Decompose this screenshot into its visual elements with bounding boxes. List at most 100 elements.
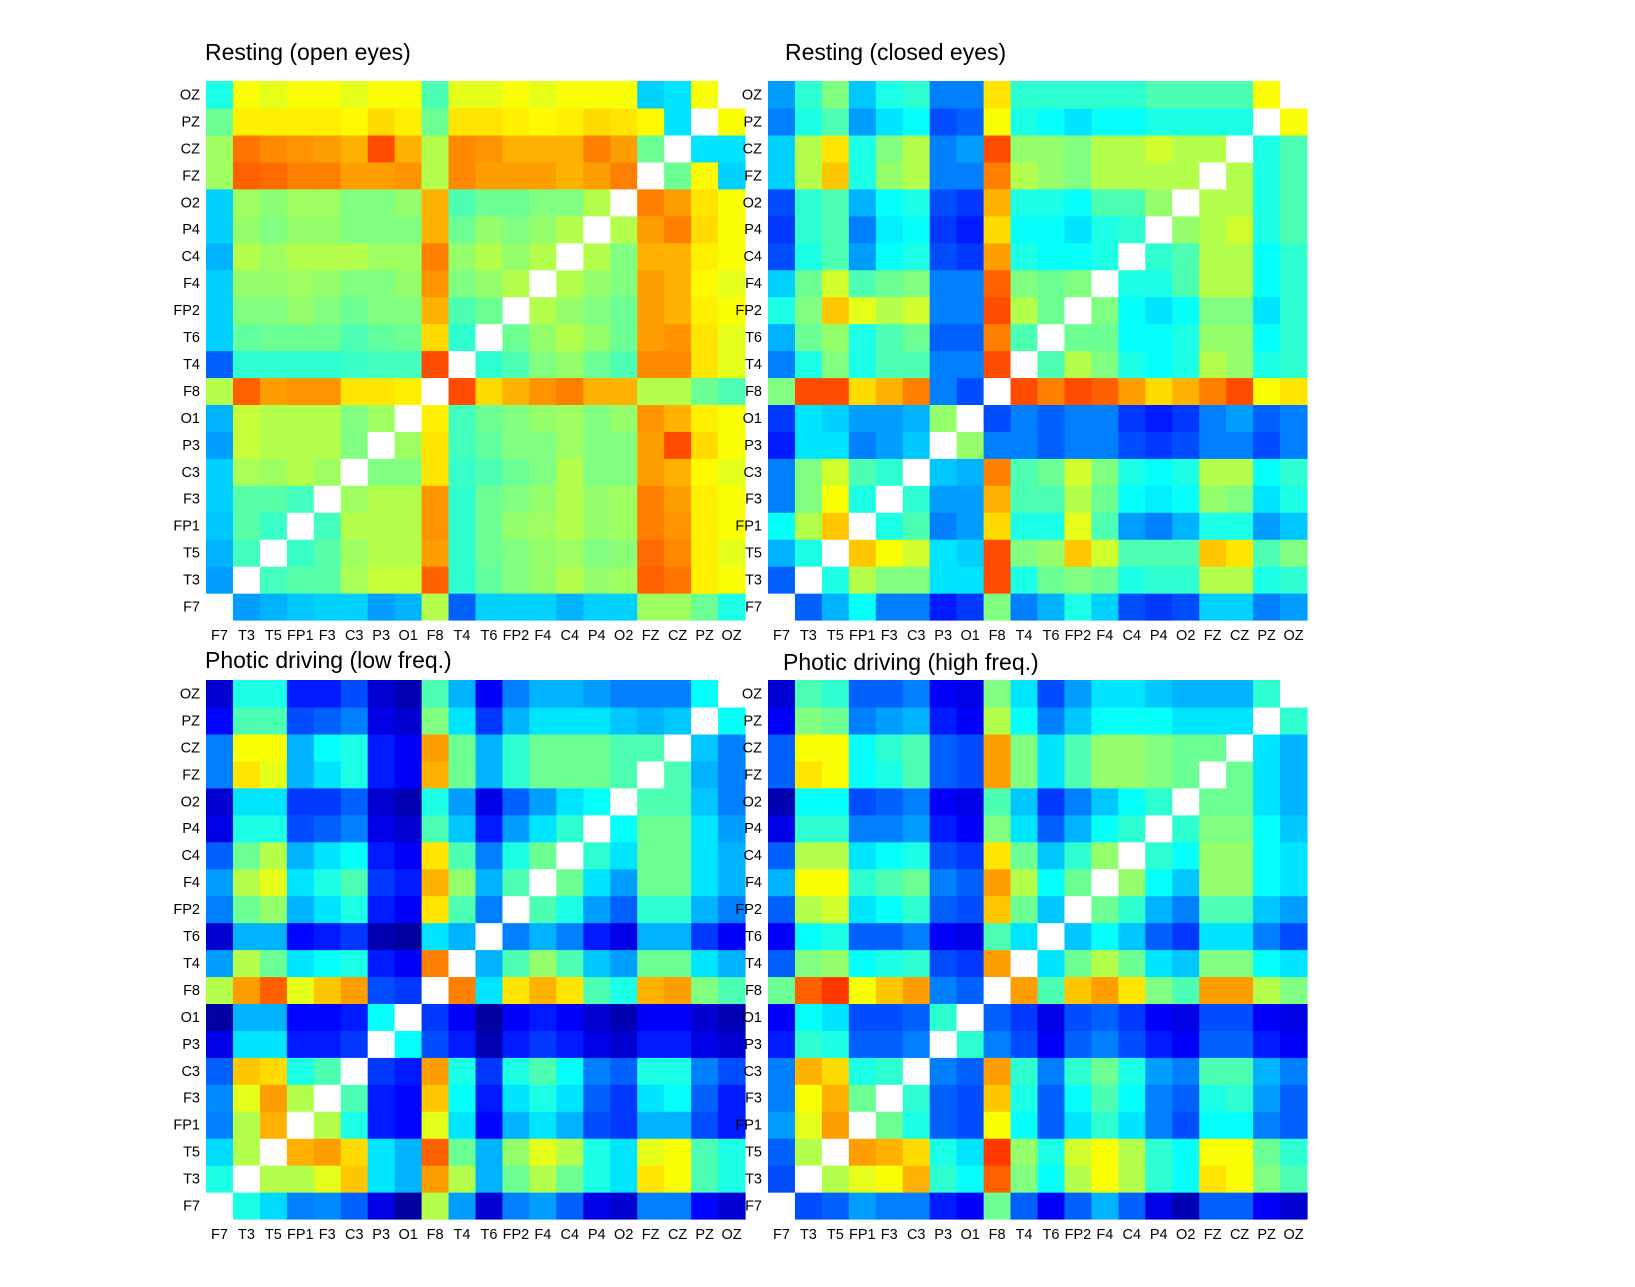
heatmap-cell [956,1192,985,1220]
heatmap-cell [259,512,288,540]
y-tick-label: T4 [745,956,762,972]
heatmap-cell [475,566,504,594]
heatmap-cell [768,539,796,567]
heatmap-cell [286,323,315,352]
heatmap-cell [691,458,719,486]
x-tick-label: F3 [881,1227,898,1243]
heatmap-cell [556,593,584,621]
heatmap-cell [821,404,850,432]
x-tick-label: OZ [1283,628,1303,644]
heatmap-cell [848,350,877,379]
heatmap-cell [1253,949,1281,978]
heatmap-cell [821,81,850,109]
heatmap-cell [637,458,665,486]
heatmap-cell [286,868,315,897]
heatmap-cell [394,593,423,621]
heatmap-cell [848,760,877,789]
x-tick-label: T3 [238,628,255,644]
heatmap-cell [956,188,985,217]
heatmap-cell [929,107,958,136]
heatmap-cell [1010,215,1039,244]
heatmap-cell [1280,1165,1308,1193]
heatmap-cell [529,404,557,432]
heatmap-cell [1145,539,1173,567]
heatmap-cell [448,566,477,594]
heatmap-cell [1280,706,1308,735]
heatmap-cell [1064,215,1092,244]
heatmap-cell [1010,242,1039,271]
heatmap-cell [768,841,796,870]
heatmap-cell [1091,787,1119,816]
heatmap-cell [768,134,796,163]
heatmap-cell [475,706,504,735]
heatmap-cell [1253,1057,1281,1085]
heatmap-cell [502,841,530,870]
heatmap-cell [502,1030,530,1058]
heatmap-cell [902,1003,931,1031]
heatmap-cell [1253,431,1281,459]
heatmap-cell [1199,868,1227,897]
heatmap-cell [664,1111,692,1139]
y-tick-label: O2 [743,794,762,810]
heatmap-cell [286,976,315,1004]
heatmap-cell [610,485,638,513]
heatmap-cell [983,269,1012,298]
heatmap-cell [1226,539,1254,567]
heatmap-cell [367,922,396,951]
heatmap-cell [313,1192,342,1220]
x-tick-label: O2 [1176,1227,1195,1243]
heatmap-cell [1253,566,1281,594]
heatmap-cell [1253,1003,1281,1031]
heatmap-cell [929,350,958,379]
heatmap-cell-diagonal [1226,733,1254,762]
heatmap-cell [956,1111,985,1139]
heatmap-cell [286,1138,315,1166]
x-tick-label: T6 [481,1227,498,1243]
heatmap-cell [718,242,746,271]
heatmap-cell-diagonal [902,458,931,486]
heatmap-cell [794,107,823,136]
heatmap-cell [259,485,288,513]
y-tick-label: F3 [183,1091,200,1107]
heatmap-cell [691,539,719,567]
heatmap-cell [956,269,985,298]
heatmap-cell [768,922,796,951]
heatmap-cell [956,976,985,1004]
x-tick-label: T6 [1043,1227,1060,1243]
heatmap-cell [718,1111,746,1139]
heatmap-cells [206,81,746,621]
heatmap-cell [1064,868,1092,897]
heatmap-cell [848,404,877,432]
heatmap-cell [1118,868,1146,897]
heatmap-cell [475,1030,504,1058]
heatmap-cell [983,814,1012,843]
x-tick-label: T5 [827,1227,844,1243]
heatmap-cell [956,161,985,190]
heatmap-cell [821,323,850,352]
heatmap-cell [794,215,823,244]
heatmap-cell [1172,81,1200,109]
heatmap-cell [313,1138,342,1166]
heatmap-cell [286,134,315,163]
heatmap-cell [956,760,985,789]
heatmap-cell [821,1165,850,1193]
heatmap-cell [956,539,985,567]
heatmap-cell [313,242,342,271]
x-tick-label: CZ [668,628,687,644]
heatmap-cell [691,1111,719,1139]
y-tick-label: F8 [183,983,200,999]
x-tick-label: T5 [827,628,844,644]
heatmap-cell [610,976,638,1004]
heatmap-cell [1091,1057,1119,1085]
heatmap-cell [821,485,850,513]
heatmap-cell [394,733,423,762]
heatmap-cell [1145,868,1173,897]
heatmap-cell [637,269,665,298]
heatmap-cell [691,134,719,163]
y-tick-label: FP2 [173,303,200,319]
heatmap-cell [1280,485,1308,513]
y-tick-label: C4 [743,848,762,864]
heatmap-cell [394,161,423,190]
heatmap-cell [768,323,796,352]
x-tick-label: F3 [881,628,898,644]
